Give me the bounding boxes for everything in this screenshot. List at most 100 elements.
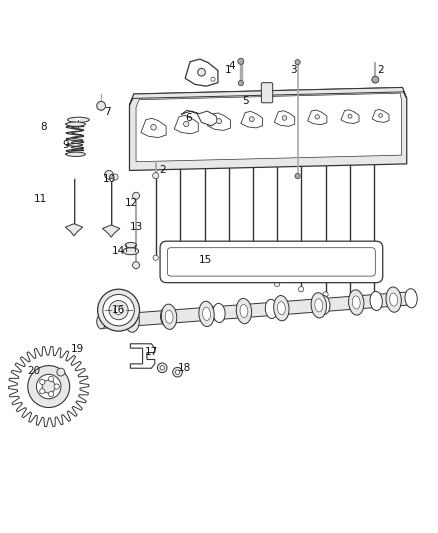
- Circle shape: [112, 174, 118, 180]
- Ellipse shape: [274, 295, 289, 321]
- Circle shape: [173, 367, 182, 377]
- Polygon shape: [9, 346, 89, 427]
- Circle shape: [49, 376, 54, 382]
- Polygon shape: [307, 110, 327, 125]
- Ellipse shape: [390, 293, 398, 306]
- Text: 14: 14: [112, 246, 125, 256]
- Ellipse shape: [128, 313, 136, 326]
- Ellipse shape: [67, 117, 89, 123]
- Ellipse shape: [349, 290, 364, 315]
- Ellipse shape: [97, 315, 106, 329]
- Circle shape: [160, 366, 164, 370]
- Polygon shape: [208, 113, 230, 131]
- Text: 10: 10: [102, 174, 116, 184]
- Polygon shape: [174, 116, 198, 134]
- Ellipse shape: [199, 301, 214, 327]
- Polygon shape: [101, 292, 416, 328]
- Polygon shape: [130, 87, 407, 105]
- Circle shape: [109, 301, 128, 320]
- Polygon shape: [181, 110, 218, 126]
- Circle shape: [57, 368, 65, 376]
- Text: 1: 1: [224, 65, 231, 75]
- Text: 18: 18: [177, 363, 191, 373]
- Circle shape: [323, 292, 328, 297]
- Text: 20: 20: [27, 366, 40, 376]
- Circle shape: [298, 287, 304, 292]
- Ellipse shape: [311, 293, 326, 318]
- Circle shape: [249, 117, 254, 122]
- Ellipse shape: [124, 307, 139, 332]
- Circle shape: [157, 363, 167, 373]
- Circle shape: [295, 60, 300, 65]
- Circle shape: [98, 289, 140, 331]
- FancyBboxPatch shape: [167, 248, 375, 276]
- Circle shape: [216, 118, 222, 124]
- Ellipse shape: [165, 310, 173, 324]
- Polygon shape: [102, 225, 120, 237]
- Circle shape: [226, 271, 231, 276]
- Polygon shape: [341, 110, 359, 124]
- Circle shape: [238, 58, 244, 64]
- Text: 3: 3: [290, 65, 297, 75]
- Text: 13: 13: [129, 222, 143, 232]
- Circle shape: [184, 122, 189, 127]
- Text: 19: 19: [71, 344, 84, 354]
- Circle shape: [103, 294, 134, 326]
- FancyBboxPatch shape: [261, 83, 273, 103]
- Ellipse shape: [66, 152, 85, 157]
- Circle shape: [151, 125, 156, 130]
- Circle shape: [372, 302, 377, 308]
- Circle shape: [40, 379, 45, 384]
- Ellipse shape: [236, 298, 251, 324]
- Circle shape: [315, 115, 319, 119]
- Circle shape: [282, 116, 287, 120]
- Text: 16: 16: [112, 305, 125, 315]
- Circle shape: [347, 297, 353, 302]
- Circle shape: [211, 77, 215, 82]
- Ellipse shape: [370, 292, 382, 311]
- Circle shape: [153, 255, 158, 261]
- Polygon shape: [141, 118, 166, 138]
- Circle shape: [42, 380, 55, 393]
- Text: 15: 15: [199, 255, 212, 265]
- Circle shape: [275, 281, 280, 287]
- Text: 5: 5: [242, 95, 248, 106]
- Ellipse shape: [318, 295, 330, 314]
- Ellipse shape: [213, 303, 225, 322]
- Ellipse shape: [277, 302, 285, 314]
- Polygon shape: [274, 111, 295, 126]
- Text: 9: 9: [62, 140, 69, 150]
- Circle shape: [36, 374, 61, 399]
- Ellipse shape: [160, 308, 173, 327]
- Text: 12: 12: [125, 198, 138, 208]
- Text: 7: 7: [104, 107, 111, 117]
- Circle shape: [49, 392, 54, 397]
- Circle shape: [114, 306, 123, 314]
- Circle shape: [152, 173, 159, 179]
- FancyBboxPatch shape: [160, 241, 383, 282]
- Text: 4: 4: [229, 61, 235, 71]
- Polygon shape: [372, 109, 389, 123]
- Circle shape: [251, 276, 256, 281]
- Circle shape: [97, 101, 106, 110]
- Circle shape: [348, 114, 352, 118]
- Text: 6: 6: [185, 113, 192, 123]
- Ellipse shape: [352, 296, 360, 309]
- Ellipse shape: [108, 311, 120, 330]
- Ellipse shape: [265, 300, 278, 319]
- Polygon shape: [130, 87, 407, 171]
- Circle shape: [379, 114, 382, 117]
- Polygon shape: [136, 93, 402, 161]
- Ellipse shape: [405, 289, 417, 308]
- Ellipse shape: [203, 308, 211, 320]
- Ellipse shape: [125, 243, 137, 248]
- Ellipse shape: [315, 299, 323, 312]
- Circle shape: [40, 389, 45, 394]
- Circle shape: [198, 68, 205, 76]
- Polygon shape: [65, 224, 83, 236]
- Text: 8: 8: [40, 122, 47, 132]
- Text: 17: 17: [145, 346, 158, 357]
- Circle shape: [133, 262, 140, 269]
- Circle shape: [238, 80, 244, 86]
- Text: 2: 2: [377, 65, 384, 75]
